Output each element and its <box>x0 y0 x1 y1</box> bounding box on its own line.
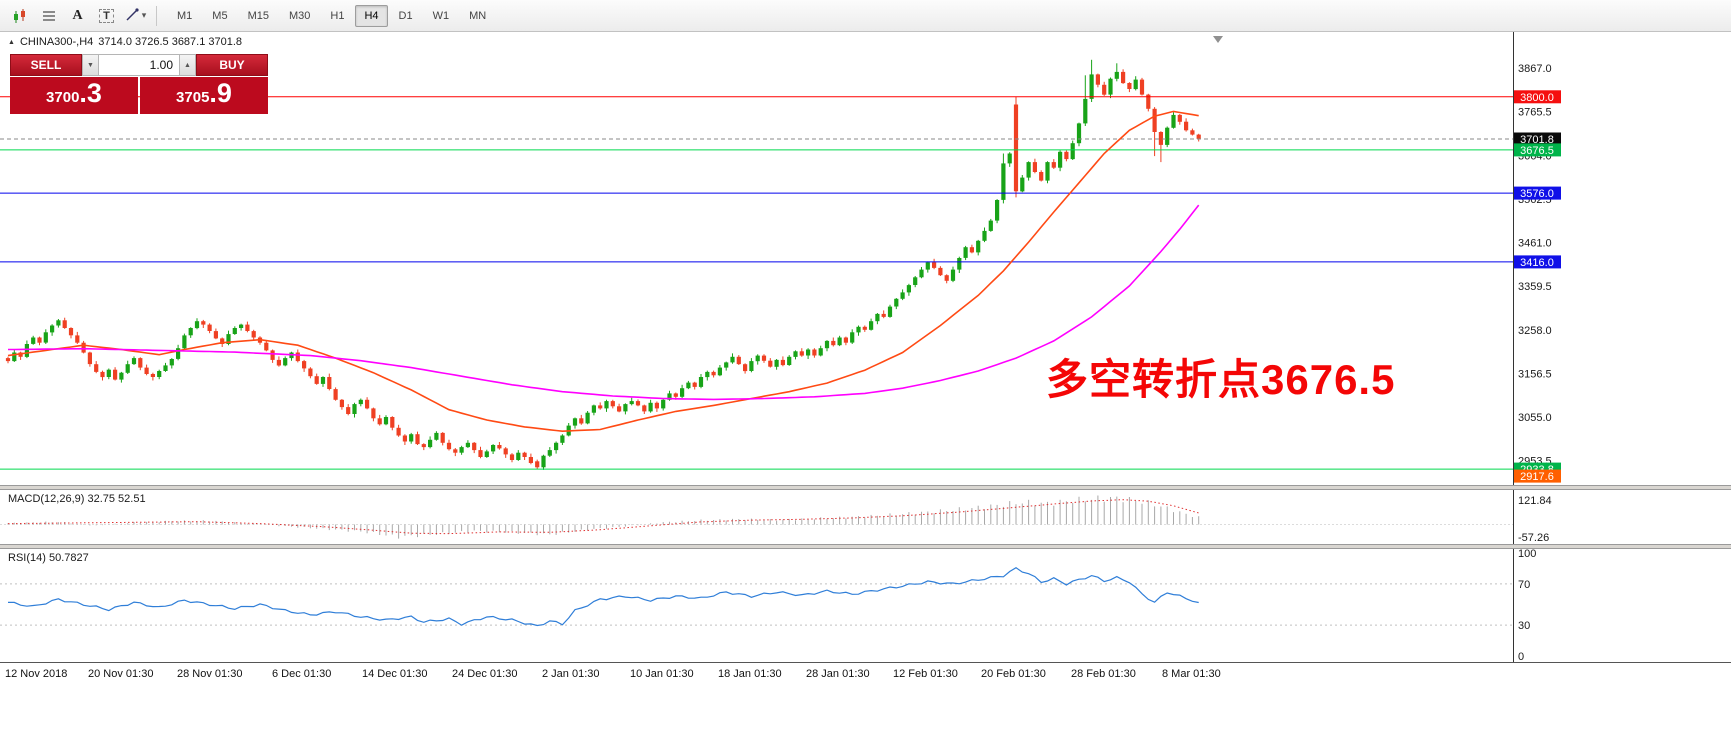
svg-text:70: 70 <box>1518 579 1530 591</box>
time-label: 18 Jan 01:30 <box>718 668 782 680</box>
svg-text:3461.0: 3461.0 <box>1518 238 1552 250</box>
svg-text:3576.0: 3576.0 <box>1520 188 1554 200</box>
time-label: 20 Feb 01:30 <box>981 668 1046 680</box>
price-chart-canvas[interactable]: 3867.03765.53664.03562.53461.03359.53258… <box>0 32 1731 485</box>
chart-window: 3867.03765.53664.03562.53461.03359.53258… <box>0 32 1731 753</box>
macd-canvas[interactable]: 121.84 -57.26 <box>0 490 1731 544</box>
svg-text:100: 100 <box>1518 549 1536 560</box>
chart-shift-marker <box>1213 36 1223 43</box>
timeframe-mn[interactable]: MN <box>469 9 487 22</box>
svg-text:30: 30 <box>1518 620 1530 632</box>
time-label: 10 Jan 01:30 <box>630 668 694 680</box>
spin-up-icon: ▲ <box>184 61 191 69</box>
ohlc-values: 3714.0 3726.5 3687.1 3701.8 <box>98 36 243 48</box>
timeframe-m1[interactable]: M1 <box>177 9 193 22</box>
svg-text:3258.0: 3258.0 <box>1518 325 1552 337</box>
timeframe-w1[interactable]: W1 <box>432 9 450 22</box>
crosshair-tool-icon <box>126 8 139 21</box>
rsi-label: RSI(14) 50.7827 <box>8 552 89 564</box>
toolbar-separator <box>156 5 157 26</box>
time-label: 28 Jan 01:30 <box>806 668 870 680</box>
buy-price-main: 3705 <box>176 89 210 106</box>
volume-input[interactable] <box>99 54 179 76</box>
time-label: 28 Feb 01:30 <box>1071 668 1136 680</box>
text-tool-button[interactable]: A <box>64 4 91 28</box>
time-label: 28 Nov 01:30 <box>177 668 243 680</box>
price-axis[interactable] <box>1513 32 1731 662</box>
svg-text:3359.5: 3359.5 <box>1518 281 1552 293</box>
time-label: 14 Dec 01:30 <box>362 668 428 680</box>
chart-type-button[interactable] <box>6 4 33 28</box>
rsi-canvas[interactable]: 100 70 30 0 <box>0 549 1731 662</box>
timeframe-h4[interactable]: H4 <box>355 4 388 27</box>
macd-label: MACD(12,26,9) 32.75 52.51 <box>8 493 146 505</box>
svg-text:-57.26: -57.26 <box>1518 532 1549 544</box>
chevron-down-icon: ▾ <box>141 10 147 20</box>
template-tool-button[interactable]: T <box>93 4 120 28</box>
spin-down-icon: ▼ <box>87 61 94 69</box>
symbol-marker-icon: ▲ <box>8 38 15 46</box>
grid-lines-icon <box>42 10 55 21</box>
sell-price[interactable]: 3700.3 <box>10 77 138 114</box>
timeframe-group: M1 M5 M15 M30 H1 H4 D1 W1 MN <box>167 4 496 27</box>
svg-text:3800.0: 3800.0 <box>1520 92 1554 104</box>
timeframe-h1[interactable]: H1 <box>330 9 345 22</box>
time-label: 2 Jan 01:30 <box>542 668 600 680</box>
svg-text:3676.5: 3676.5 <box>1520 145 1554 157</box>
objects-list-button[interactable] <box>35 4 62 28</box>
svg-text:3156.5: 3156.5 <box>1518 368 1552 380</box>
time-label: 12 Nov 2018 <box>5 668 68 680</box>
volume-decrease-button[interactable]: ▼ <box>82 54 99 76</box>
svg-text:0: 0 <box>1518 651 1524 662</box>
svg-text:3701.8: 3701.8 <box>1520 134 1554 146</box>
time-axis[interactable]: 12 Nov 2018 20 Nov 01:30 28 Nov 01:30 6 Dec… <box>0 662 1731 753</box>
time-label: 12 Feb 01:30 <box>893 668 958 680</box>
one-click-trading-panel: SELL ▼ ▲ BUY 3700.3 3705.9 <box>10 54 268 114</box>
symbol-info: ▲ CHINA300-,H4 3714.0 3726.5 3687.1 3701… <box>8 36 242 48</box>
sell-price-pips: .3 <box>79 78 102 108</box>
time-label: 20 Nov 01:30 <box>88 668 154 680</box>
candlestick-chart-icon <box>13 8 25 23</box>
rsi-pane: 100 70 30 0 RSI(14) 50.7827 <box>0 549 1731 662</box>
template-icon: T <box>99 8 114 23</box>
svg-text:3055.0: 3055.0 <box>1518 412 1552 424</box>
time-label: 6 Dec 01:30 <box>272 668 332 680</box>
svg-text:3416.0: 3416.0 <box>1520 257 1554 269</box>
sell-price-main: 3700 <box>46 89 80 106</box>
sell-button[interactable]: SELL <box>10 54 82 76</box>
text-label-icon: A <box>72 7 83 23</box>
time-label: 24 Dec 01:30 <box>452 668 518 680</box>
buy-price[interactable]: 3705.9 <box>140 77 268 114</box>
macd-pane: 121.84 -57.26 MACD(12,26,9) 32.75 52.51 <box>0 490 1731 544</box>
pane-splitter[interactable] <box>0 544 1731 549</box>
svg-text:3765.5: 3765.5 <box>1518 107 1552 119</box>
crosshair-tool-button[interactable]: ▾ <box>122 4 149 28</box>
toolbar: A T ▾ M1 M5 M15 M30 H1 H4 D1 W1 MN <box>0 0 1731 32</box>
volume-increase-button[interactable]: ▲ <box>179 54 196 76</box>
svg-text:3867.0: 3867.0 <box>1518 63 1552 75</box>
svg-text:2917.6: 2917.6 <box>1520 471 1554 483</box>
main-chart-pane: 3867.03765.53664.03562.53461.03359.53258… <box>0 32 1731 485</box>
buy-price-pips: .9 <box>209 78 232 108</box>
pivot-annotation: 多空转折点3676.5 <box>1046 356 1396 403</box>
buy-button[interactable]: BUY <box>196 54 268 76</box>
pane-splitter[interactable] <box>0 485 1731 490</box>
svg-text:121.84: 121.84 <box>1518 495 1552 507</box>
timeframe-m15[interactable]: M15 <box>247 9 269 22</box>
timeframe-d1[interactable]: D1 <box>398 9 413 22</box>
timeframe-m5[interactable]: M5 <box>212 9 228 22</box>
symbol-period: CHINA300-,H4 <box>19 36 94 48</box>
time-label: 8 Mar 01:30 <box>1162 668 1221 680</box>
timeframe-m30[interactable]: M30 <box>288 9 311 22</box>
